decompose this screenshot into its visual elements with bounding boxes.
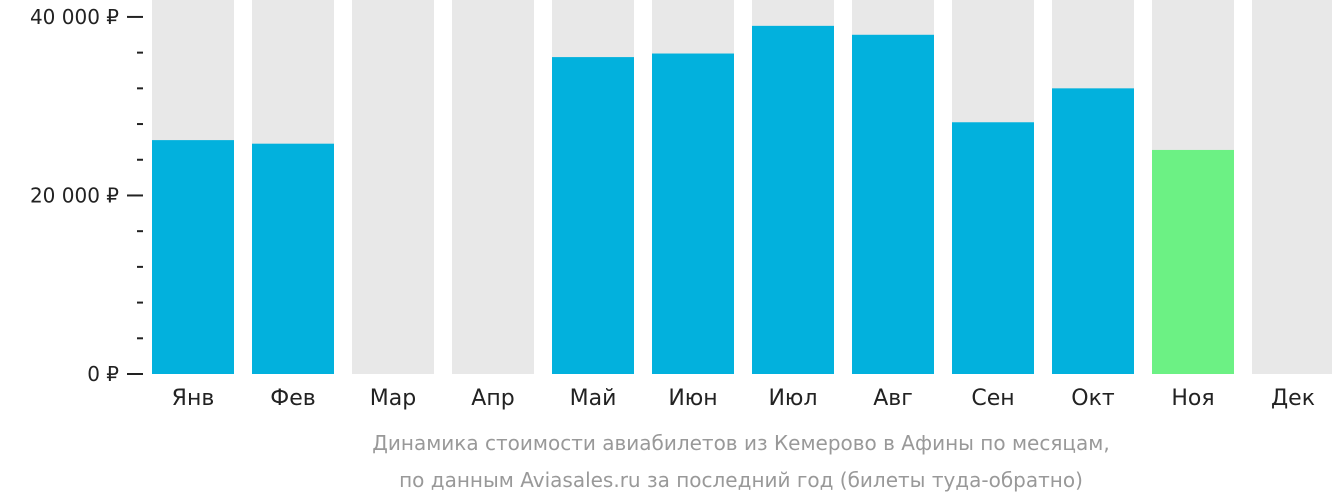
- x-tick-label: Май: [570, 386, 617, 411]
- x-tick-label: Мар: [370, 386, 416, 411]
- bar-background-12: [1252, 0, 1332, 374]
- y-axis: 0 ₽ 20 000 ₽ 40 000 ₽: [30, 5, 143, 386]
- bar-background-4: [452, 0, 534, 374]
- x-tick-label: Окт: [1071, 386, 1115, 411]
- x-tick-label: Сен: [971, 386, 1014, 411]
- x-tick-label: Авг: [873, 386, 913, 411]
- bar-9[interactable]: [952, 122, 1034, 374]
- x-tick-label: Июн: [668, 386, 717, 411]
- data-bars: [152, 25, 1234, 375]
- y-tick-label: 40 000 ₽: [30, 5, 119, 29]
- bar-7[interactable]: [752, 25, 834, 374]
- x-tick-label: Апр: [471, 386, 514, 411]
- y-tick-label: 0 ₽: [87, 362, 119, 386]
- bar-5[interactable]: [552, 57, 634, 374]
- bar-6[interactable]: [652, 53, 734, 375]
- bar-10[interactable]: [1052, 88, 1134, 374]
- chart-caption-line-1: Динамика стоимости авиабилетов из Кемеро…: [372, 431, 1110, 455]
- x-tick-label: Июл: [768, 386, 817, 411]
- x-tick-label: Дек: [1271, 386, 1315, 411]
- x-tick-label: Янв: [172, 386, 215, 411]
- bar-11[interactable]: [1152, 149, 1234, 374]
- bar-background-3: [352, 0, 434, 374]
- x-tick-label: Фев: [270, 386, 315, 411]
- chart-caption-line-2: по данным Aviasales.ru за последний год …: [399, 468, 1083, 492]
- bar-8[interactable]: [852, 34, 934, 374]
- bar-1[interactable]: [152, 140, 234, 374]
- bar-2[interactable]: [252, 143, 334, 374]
- x-tick-label: Ноя: [1171, 386, 1214, 411]
- y-tick-label: 20 000 ₽: [30, 183, 119, 207]
- x-axis-labels: Янв Фев Мар Апр Май Июн Июл Авг Сен Окт Ноя Дек: [172, 386, 1315, 411]
